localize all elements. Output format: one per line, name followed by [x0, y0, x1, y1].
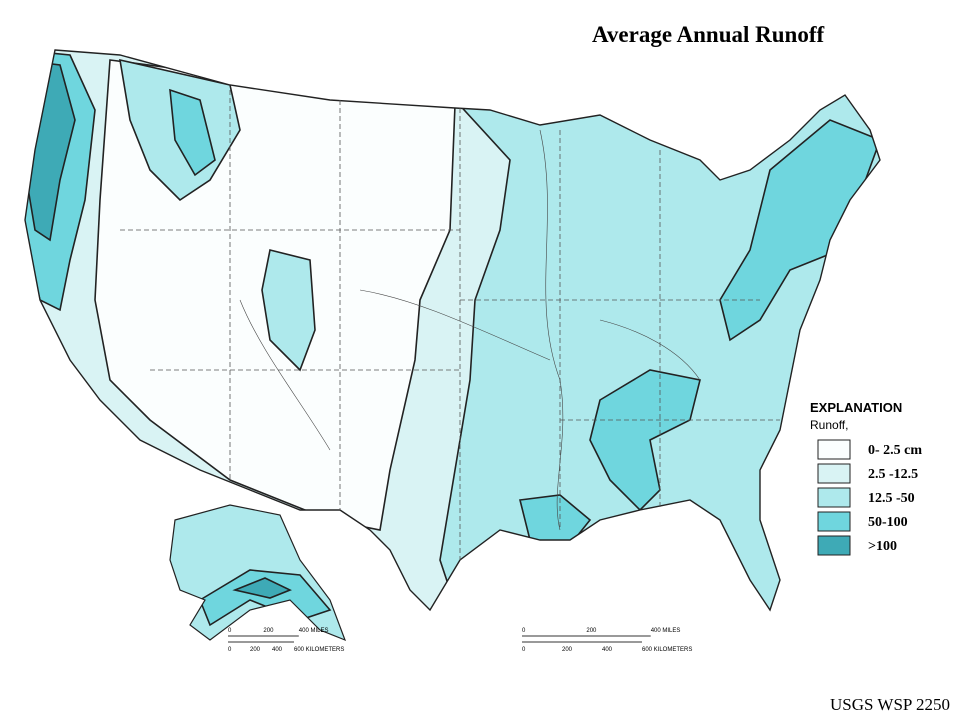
legend-swatch	[817, 463, 851, 484]
runoff-zone	[719, 119, 880, 342]
scale-label: 600 KILOMETERS	[294, 647, 344, 653]
legend-label: 12.5 -50	[868, 491, 915, 506]
legend: 0- 2.5 cm 2.5 -12.5 12.5 -50 50-100 >100	[817, 439, 922, 556]
scale-label: 400	[602, 647, 613, 653]
scale-label: 0	[228, 628, 232, 634]
state-boundaries	[120, 90, 780, 560]
runoff-zone	[589, 369, 701, 512]
legend-label: >100	[868, 539, 897, 554]
scale-label: 400	[272, 647, 283, 653]
scale-label: 200	[586, 628, 597, 634]
scale-label: 0	[522, 628, 526, 634]
legend-swatch	[817, 511, 851, 532]
runoff-zone	[261, 249, 316, 372]
scale-label: 600 KILOMETERS	[642, 647, 692, 653]
alaska-map	[169, 504, 347, 642]
legend-swatch	[817, 487, 851, 508]
runoff-zone	[232, 577, 292, 599]
map-title: Average Annual Runoff	[592, 22, 824, 47]
scale-label: 0	[228, 647, 232, 653]
scale-label: 200	[562, 647, 573, 653]
scale-label: 200	[250, 647, 261, 653]
legend-label: 2.5 -12.5	[868, 467, 918, 482]
legend-heading: EXPLANATION	[810, 400, 902, 415]
alaska-coastline	[169, 504, 347, 642]
runoff-zone	[169, 88, 216, 177]
legend-subheading: Runoff,	[810, 418, 848, 432]
conterminous-us-map	[24, 49, 881, 612]
coastline	[24, 49, 881, 612]
legend-swatch	[817, 535, 851, 556]
scale-label: 200	[263, 628, 274, 634]
scale-label: 400 MILES	[299, 628, 329, 634]
legend-label: 50-100	[868, 515, 908, 530]
scale-label: 400 MILES	[651, 628, 681, 634]
rivers	[239, 129, 701, 531]
source-note: USGS WSP 2250	[830, 695, 950, 714]
scale-label: 0	[522, 647, 526, 653]
legend-swatch	[817, 439, 851, 460]
legend-label: 0- 2.5 cm	[868, 443, 922, 458]
scale-bars: 0 200 400 MILES 0 200 400 600 KILOMETERS 0 200 40…	[228, 628, 692, 653]
